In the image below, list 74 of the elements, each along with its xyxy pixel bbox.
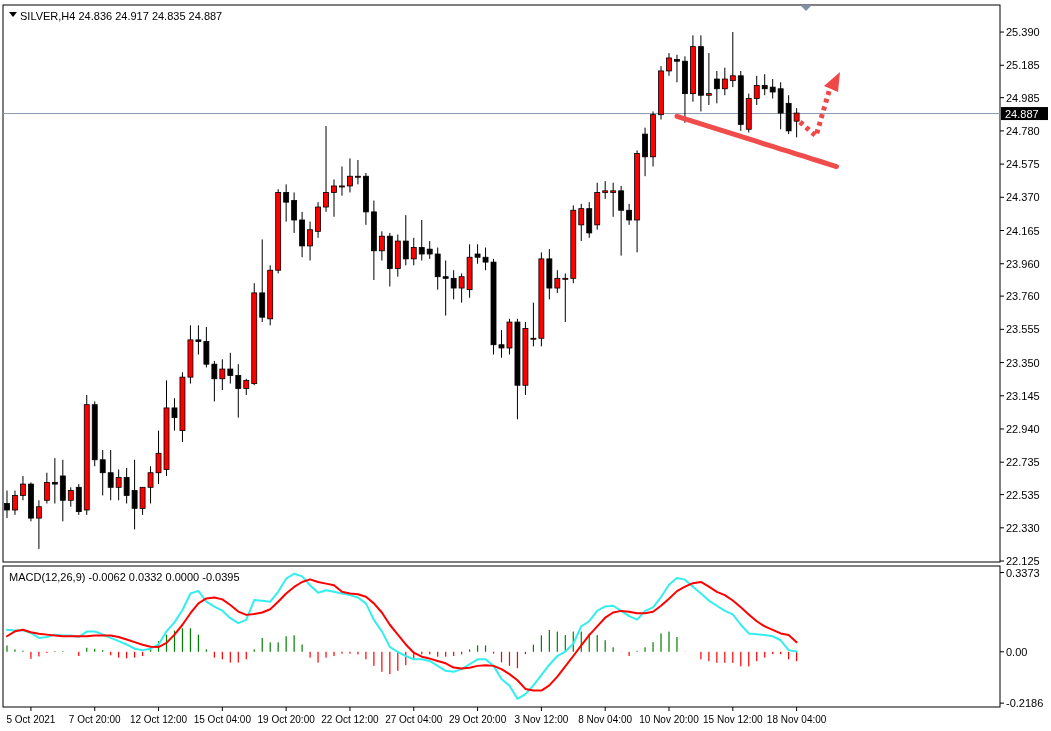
candlestick [323, 125, 329, 213]
candlestick [67, 486, 74, 508]
y-tick-label: 0.3373 [1006, 566, 1040, 579]
candlestick [618, 185, 625, 257]
candlestick [642, 127, 648, 177]
candlestick [666, 52, 672, 77]
y-tick-label: 22.735 [1006, 456, 1040, 469]
y-tick-label: 25.185 [1006, 59, 1040, 72]
candlestick [355, 159, 361, 185]
x-tick-label: 15 Nov 12:00 [703, 714, 763, 725]
candlestick [347, 157, 353, 193]
candlestick [307, 221, 313, 261]
candlestick [291, 191, 298, 234]
candlestick [43, 472, 50, 505]
candlestick [339, 166, 345, 197]
y-tick-label: 24.985 [1006, 91, 1040, 104]
x-tick-label: 7 Oct 20:00 [68, 714, 122, 725]
candlestick [713, 70, 720, 104]
candlestick [753, 75, 760, 106]
x-tick-label: 12 Oct 12:00 [129, 714, 188, 725]
candlestick [769, 78, 776, 99]
candlestick [12, 490, 18, 516]
candlestick [626, 203, 633, 226]
x-tick-label: 8 Nov 04:00 [578, 714, 633, 725]
y-tick-label: 22.330 [1006, 521, 1040, 534]
y-tick-label: 23.760 [1006, 290, 1040, 303]
candlestick [35, 499, 42, 550]
y-tick-label: 22.535 [1006, 488, 1040, 501]
x-tick-label: 18 Nov 04:00 [766, 714, 827, 725]
x-tick-label: 5 Oct 2021 [6, 714, 56, 725]
x-tick-label: 3 Nov 12:00 [514, 714, 569, 725]
x-tick-label: 15 Oct 04:00 [193, 714, 252, 725]
y-tick-label: 24.370 [1006, 191, 1040, 204]
y-tick-label: 22.940 [1006, 422, 1040, 435]
y-tick-label: 23.960 [1006, 257, 1040, 270]
ref-line-label: 24.887 [1005, 107, 1039, 120]
y-tick-label: 25.390 [1006, 26, 1040, 39]
candlestick [402, 214, 409, 266]
candlestick [578, 203, 585, 242]
candlestick [331, 178, 337, 218]
candlestick [729, 31, 736, 88]
candlestick [378, 230, 385, 261]
y-tick-label: 23.350 [1006, 356, 1040, 369]
candlestick [562, 272, 569, 323]
candlestick [99, 449, 106, 496]
y-tick-label: -0.2186 [1006, 697, 1044, 710]
candlestick [410, 237, 417, 266]
candlestick [674, 54, 680, 83]
candlestick [283, 183, 290, 223]
candlestick [434, 247, 441, 291]
candlestick [761, 73, 768, 96]
y-tick-label: 23.145 [1006, 389, 1040, 402]
x-tick-label: 19 Oct 20:00 [257, 714, 316, 725]
candlestick [610, 182, 617, 218]
candlestick [227, 352, 234, 385]
x-tick-label: 29 Oct 20:00 [448, 714, 507, 725]
y-tick-label: 24.165 [1006, 224, 1040, 237]
candlestick [235, 363, 242, 419]
y-tick-label: 22.125 [1006, 555, 1040, 568]
candlestick [721, 67, 728, 96]
y-tick-label: 23.555 [1006, 323, 1040, 336]
y-tick-label: 24.575 [1006, 158, 1040, 171]
x-tick-label: 10 Nov 20:00 [639, 714, 700, 725]
y-tick-label: 24.780 [1006, 124, 1040, 137]
text: SILVER,H4 24.836 24.917 24.835 24.887 [20, 10, 223, 22]
candlestick [51, 457, 58, 505]
y-tick-label: 0.00 [1006, 645, 1028, 658]
x-tick-label: 22 Oct 12:00 [321, 714, 380, 725]
candlestick [20, 475, 26, 501]
candlestick [705, 52, 712, 106]
chart-title: MACD(12,26,9) -0.0062 0.0332 0.0000 -0.0395 [9, 571, 240, 583]
candlestick [107, 449, 114, 501]
candlestick [418, 219, 425, 261]
x-tick-label: 27 Oct 04:00 [385, 714, 443, 725]
